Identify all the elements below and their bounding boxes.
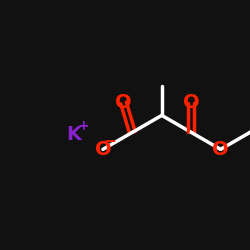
Text: O: O xyxy=(183,94,200,112)
Text: O: O xyxy=(95,140,111,159)
Text: K: K xyxy=(66,125,81,144)
Text: +: + xyxy=(77,120,89,134)
Text: O: O xyxy=(212,140,229,159)
Text: −: − xyxy=(103,134,116,150)
Text: O: O xyxy=(115,94,132,112)
